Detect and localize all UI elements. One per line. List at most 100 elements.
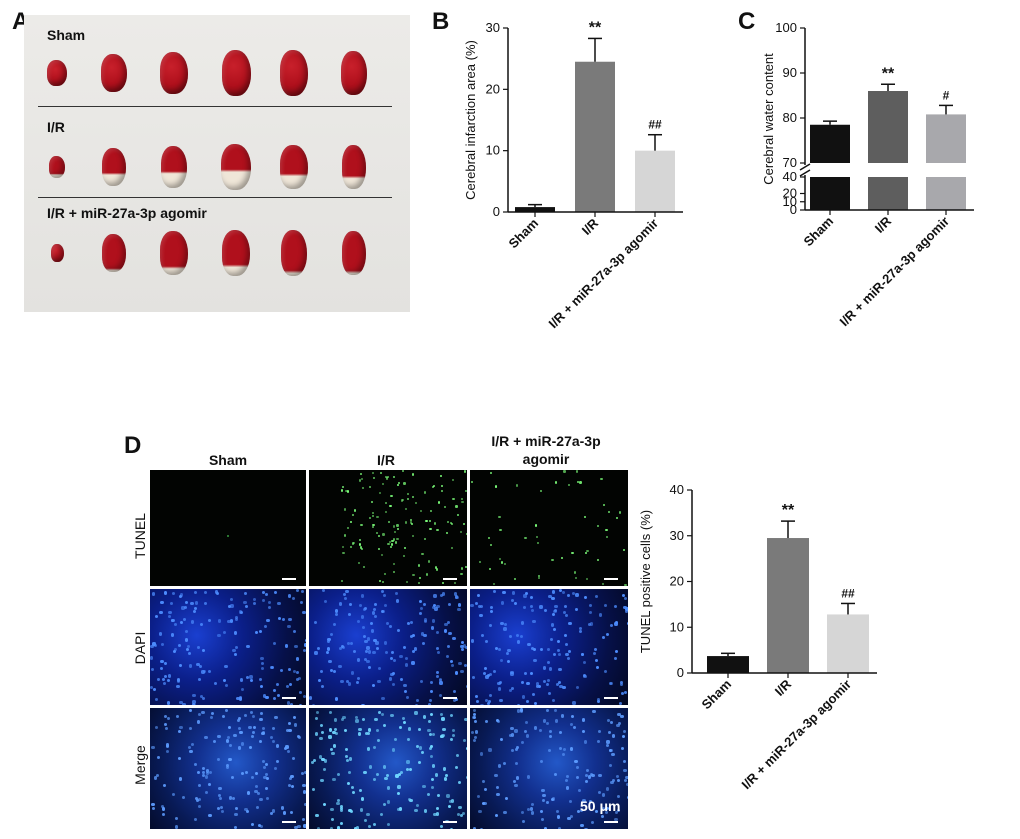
cell-nucleus — [423, 602, 427, 606]
cell-nucleus — [539, 759, 543, 763]
cell-nucleus — [287, 624, 291, 628]
cell-nucleus — [527, 643, 531, 647]
cell-nucleus — [404, 656, 408, 661]
cell-nucleus — [419, 600, 423, 604]
cell-nucleus — [418, 576, 422, 579]
bar — [868, 91, 908, 163]
cell-nucleus — [333, 623, 337, 627]
cell-nucleus — [480, 703, 484, 705]
cell-nucleus — [383, 603, 387, 607]
cell-nucleus — [204, 602, 208, 606]
cell-nucleus — [535, 684, 539, 689]
cell-nucleus — [489, 471, 492, 474]
cell-nucleus — [615, 774, 619, 779]
cell-nucleus — [607, 719, 611, 723]
brain-slice — [47, 60, 67, 86]
cell-nucleus — [395, 541, 398, 544]
cell-nucleus — [602, 503, 605, 507]
cell-nucleus — [496, 792, 500, 796]
cell-nucleus — [599, 613, 603, 617]
cell-nucleus — [316, 827, 321, 829]
cell-nucleus — [344, 596, 348, 601]
cell-nucleus — [160, 642, 164, 647]
cell-nucleus — [444, 629, 448, 633]
cell-nucleus — [407, 493, 410, 496]
cell-nucleus — [575, 607, 579, 612]
cell-nucleus — [246, 791, 251, 795]
cell-nucleus — [600, 477, 603, 481]
brain-slice — [160, 231, 188, 275]
cell-nucleus — [614, 650, 619, 654]
cell-nucleus — [163, 682, 167, 686]
cell-nucleus — [575, 470, 578, 473]
cell-nucleus — [441, 489, 444, 492]
cell-nucleus — [614, 622, 618, 626]
cell-nucleus — [267, 601, 271, 605]
cell-nucleus — [214, 681, 218, 685]
cell-nucleus — [339, 602, 343, 606]
cell-nucleus — [277, 617, 282, 621]
cell-nucleus — [315, 813, 319, 818]
cell-nucleus — [248, 745, 253, 749]
cell-nucleus — [569, 723, 573, 727]
cell-nucleus — [446, 655, 450, 659]
cell-nucleus — [587, 623, 591, 627]
cell-nucleus — [531, 803, 535, 807]
cell-nucleus — [627, 622, 628, 626]
cell-nucleus — [314, 732, 319, 736]
cell-nucleus — [458, 805, 462, 809]
cell-nucleus — [516, 484, 519, 487]
brain-slice — [342, 231, 366, 275]
cell-nucleus — [402, 470, 405, 473]
cell-nucleus — [359, 543, 362, 546]
cell-nucleus — [234, 807, 238, 811]
cell-nucleus — [281, 618, 285, 622]
cell-nucleus — [189, 726, 193, 731]
cell-nucleus — [204, 735, 208, 739]
scale-label: 50 μm — [580, 798, 621, 814]
cell-nucleus — [452, 728, 456, 733]
cell-nucleus — [594, 594, 599, 599]
cell-nucleus — [296, 735, 301, 739]
cell-nucleus — [620, 747, 624, 751]
cell-nucleus — [265, 695, 269, 699]
cell-nucleus — [192, 700, 196, 704]
cell-nucleus — [466, 504, 467, 507]
micrograph-merge-ir — [308, 707, 468, 830]
cell-nucleus — [363, 607, 367, 611]
cell-nucleus — [425, 520, 428, 523]
cell-nucleus — [315, 711, 319, 715]
cell-nucleus — [554, 481, 557, 484]
micrograph-dapi-sham — [149, 588, 307, 706]
cell-nucleus — [371, 704, 375, 705]
brain-slice — [161, 146, 187, 188]
cell-nucleus — [620, 714, 624, 719]
cell-nucleus — [499, 738, 504, 742]
cell-nucleus — [448, 631, 452, 636]
cell-nucleus — [244, 807, 248, 812]
axis-break-mark — [799, 163, 811, 171]
cell-nucleus — [167, 614, 172, 618]
brain-slice — [221, 144, 251, 190]
cell-nucleus — [546, 660, 551, 664]
cell-nucleus — [564, 642, 568, 647]
cell-nucleus — [561, 714, 565, 718]
cell-nucleus — [586, 769, 590, 773]
cell-nucleus — [357, 561, 361, 564]
cell-nucleus — [189, 708, 193, 713]
cell-nucleus — [440, 593, 444, 598]
cell-nucleus — [226, 535, 229, 538]
cell-nucleus — [477, 604, 481, 608]
cell-nucleus — [273, 767, 277, 771]
cell-nucleus — [193, 817, 198, 822]
cell-nucleus — [623, 768, 627, 773]
bar — [707, 656, 749, 673]
cell-nucleus — [428, 698, 433, 702]
cell-nucleus — [439, 679, 443, 683]
cell-nucleus — [299, 703, 303, 705]
cell-nucleus — [531, 608, 535, 612]
cell-nucleus — [288, 617, 292, 621]
cell-nucleus — [323, 767, 327, 772]
cell-nucleus — [515, 776, 519, 780]
cell-nucleus — [251, 731, 255, 735]
